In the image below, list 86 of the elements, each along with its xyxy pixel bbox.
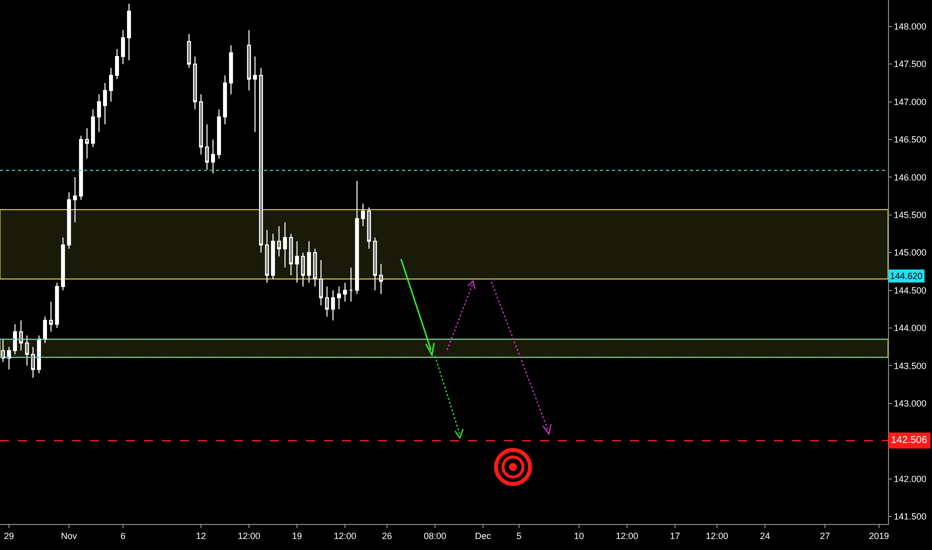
x-tick-label: 10 <box>574 530 584 541</box>
x-tick-label: 24 <box>760 530 770 541</box>
candlestick <box>127 3 131 61</box>
candlestick <box>337 286 341 310</box>
y-tick-label: 143.000 <box>894 398 926 409</box>
y-tick-label: 143.500 <box>894 360 926 371</box>
candlestick <box>193 56 197 110</box>
candlestick <box>379 263 383 295</box>
candlestick <box>361 203 365 227</box>
x-tick-label: 2019 <box>868 530 890 541</box>
candlestick <box>79 135 83 200</box>
candlestick <box>217 108 221 159</box>
candlestick <box>253 56 257 132</box>
candlestick <box>289 233 293 276</box>
y-tick-label: 146.000 <box>894 172 926 182</box>
candlestick <box>355 180 359 295</box>
candlestick <box>49 301 53 332</box>
y-tick-label: 145.000 <box>894 248 926 258</box>
candlestick <box>343 282 347 302</box>
y-tick-label: 141.500 <box>894 512 926 522</box>
x-tick-label: 08:00 <box>424 530 446 541</box>
candlestick <box>187 33 191 68</box>
x-tick-label: Dec <box>474 530 492 541</box>
y-tick-label: 146.500 <box>894 134 926 145</box>
candlestick <box>301 252 305 287</box>
x-tick-label: 12:00 <box>616 530 638 541</box>
candlestick <box>43 316 47 344</box>
y-tick-label: 142.000 <box>894 474 926 484</box>
candlestick <box>55 282 59 328</box>
candlestick <box>31 346 35 378</box>
x-tick-label: 27 <box>820 530 830 541</box>
candlestick <box>319 260 323 306</box>
candlestick <box>97 94 101 132</box>
candlestick <box>13 324 17 355</box>
candlestick <box>307 240 311 284</box>
candlestick <box>373 237 377 291</box>
y-tick-label: 147.000 <box>894 96 926 107</box>
ref-line-label: 142.506 <box>891 435 928 446</box>
x-tick-label: 6 <box>120 530 126 541</box>
text: 144.620 <box>890 271 923 281</box>
x-tick-label: Nov <box>60 530 78 541</box>
candlestick <box>223 74 227 125</box>
candlestick <box>205 124 209 170</box>
candlestick <box>277 226 281 257</box>
candlestick <box>247 30 251 91</box>
y-tick-label: 144.000 <box>894 323 926 334</box>
candlestick <box>25 335 29 366</box>
candlestick <box>265 229 269 284</box>
candlestick <box>211 138 215 174</box>
x-tick-label: 12 <box>196 530 206 541</box>
candlestick <box>73 176 77 223</box>
candlestick <box>103 82 107 125</box>
candlestick <box>19 320 23 352</box>
x-tick-label: 17 <box>670 530 680 541</box>
y-tick-label: 145.500 <box>894 210 926 220</box>
candlestick <box>91 108 95 148</box>
candlestick <box>229 44 233 95</box>
x-tick-label: 12:00 <box>706 530 728 541</box>
x-tick-label: 12:00 <box>334 530 356 541</box>
candlestick <box>37 335 41 374</box>
candlestick <box>1 338 5 362</box>
candlestick <box>85 128 89 159</box>
candlestick <box>295 240 299 284</box>
candlestick <box>271 233 275 280</box>
y-tick-label: 144.500 <box>894 285 926 296</box>
candlestick <box>61 237 65 291</box>
candlestick <box>199 94 203 156</box>
candlestick <box>67 192 71 250</box>
candlestick <box>121 30 125 65</box>
x-tick-label: 5 <box>516 530 522 541</box>
candlestick <box>283 222 287 268</box>
y-tick-label: 148.000 <box>894 22 926 32</box>
candlestick <box>109 67 113 102</box>
y-tick-label: 147.500 <box>894 59 926 70</box>
candlestick <box>325 286 329 318</box>
candlestick <box>349 267 353 302</box>
candlestick <box>313 248 317 287</box>
x-tick-label: 26 <box>382 530 392 541</box>
candlestick <box>331 290 335 321</box>
candlestick <box>367 206 371 250</box>
candlestick <box>7 346 11 370</box>
x-tick-label: 19 <box>292 530 302 541</box>
x-tick-label: 29 <box>4 530 14 541</box>
x-tick-label: 12:00 <box>238 530 260 541</box>
candlestick <box>115 48 119 80</box>
candlestick <box>259 67 263 254</box>
